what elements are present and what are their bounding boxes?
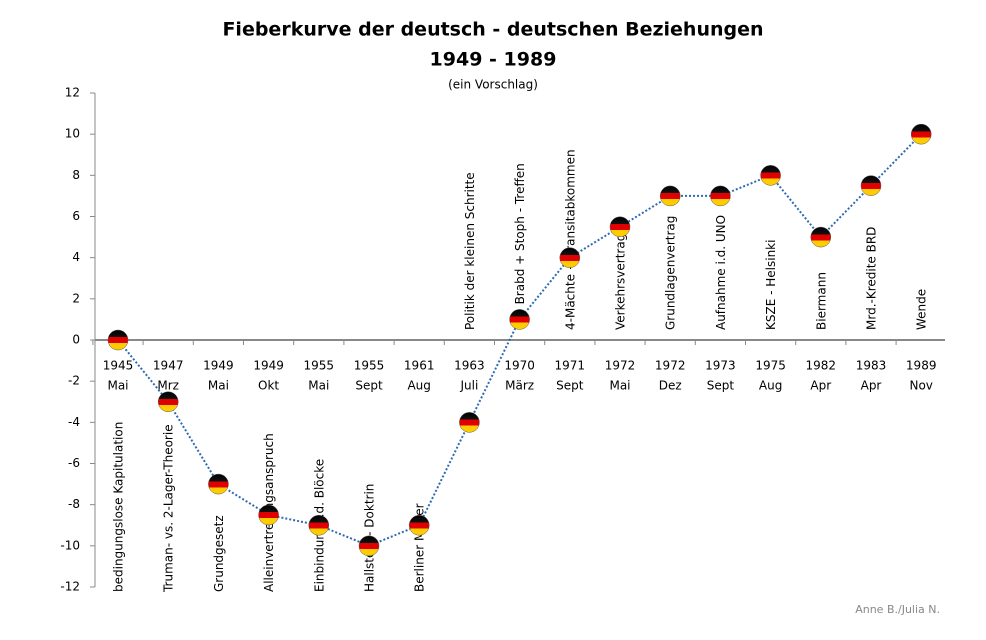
y-tick-label: 4 (72, 250, 80, 264)
x-tick-label: Sept (355, 379, 383, 393)
y-tick-label: -12 (60, 580, 80, 594)
x-tick-label: 1971 (555, 359, 586, 373)
annotation: Grundlagenvertrag (664, 216, 678, 330)
y-tick-label: -4 (68, 415, 80, 429)
x-tick-label: Aug (407, 379, 430, 393)
x-tick-label: 1955 (354, 359, 385, 373)
x-tick-label: Nov (909, 379, 932, 393)
x-tick-label: Mrz (157, 379, 179, 393)
data-point (408, 515, 430, 536)
annotation: 4-Mächte + Transitabkommen (563, 149, 577, 330)
credit: Anne B./Julia N. (855, 603, 940, 616)
y-tick-label: 12 (65, 86, 80, 100)
data-point (258, 504, 279, 526)
y-tick-label: 6 (72, 209, 80, 223)
annotation: bedingungslose Kapitulation (112, 422, 126, 592)
x-tick-label: 1945 (103, 359, 134, 373)
x-tick-label: 1949 (253, 359, 284, 373)
annotation: Wende (915, 289, 929, 330)
y-tick-label: 0 (72, 333, 80, 347)
x-tick-label: März (505, 379, 534, 393)
data-point (609, 216, 631, 238)
annotation: Mrd.-Kredite BRD (865, 227, 879, 330)
data-point (860, 175, 882, 196)
x-tick-label: Sept (556, 379, 584, 393)
data-point (810, 226, 832, 248)
x-tick-label: 1970 (504, 359, 535, 373)
chart-note: (ein Vorschlag) (448, 78, 538, 92)
x-tick-label: Dez (659, 379, 682, 393)
data-point (459, 412, 480, 433)
x-tick-label: Okt (258, 379, 279, 393)
chart-title: Fieberkurve der deutsch - deutschen Bezi… (222, 19, 763, 41)
data-point (910, 123, 932, 145)
annotation: Truman- vs. 2-Lager-Theorie (162, 424, 176, 593)
y-tick-label: -8 (68, 497, 80, 511)
x-tick-label: 1989 (906, 359, 937, 373)
x-tick-label: 1982 (806, 359, 837, 373)
y-tick-label: 2 (72, 291, 80, 305)
x-tick-label: 1955 (304, 359, 335, 373)
data-point (208, 473, 229, 495)
chart-subtitle: 1949 - 1989 (430, 49, 557, 71)
annotation: Politik der kleinen Schritte (463, 172, 477, 330)
x-tick-label: 1972 (605, 359, 636, 373)
data-point (659, 185, 681, 207)
x-tick-label: Juli (459, 379, 478, 393)
x-tick-label: Mai (107, 379, 128, 393)
data-point (358, 535, 380, 557)
data-point (760, 165, 781, 186)
x-tick-label: Mai (308, 379, 329, 393)
annotation: Brabd + Stoph - Treffen (513, 163, 527, 304)
data-line (117, 133, 922, 547)
y-tick-label: 8 (72, 168, 80, 182)
y-tick-label: -2 (68, 374, 80, 388)
x-tick-label: 1975 (755, 359, 786, 373)
x-tick-label: 1963 (454, 359, 485, 373)
data-point (710, 185, 731, 207)
x-tick-label: Mai (208, 379, 229, 393)
x-tick-label: 1947 (153, 359, 184, 373)
x-tick-label: Apr (810, 379, 831, 393)
x-tick-label: Mai (609, 379, 630, 393)
annotation: Grundgesetz (212, 515, 226, 592)
x-tick-label: 1961 (404, 359, 435, 373)
x-tick-label: 1973 (705, 359, 736, 373)
y-tick-label: -10 (60, 538, 80, 552)
x-tick-label: 1949 (203, 359, 234, 373)
data-point (559, 247, 581, 268)
annotation: Aufnahme i.d. UNO (714, 215, 728, 330)
x-tick-label: Sept (707, 379, 735, 393)
x-tick-label: 1972 (655, 359, 686, 373)
data-point (107, 329, 129, 351)
y-tick-label: -6 (68, 456, 80, 470)
annotation: Verkehrsvertrag (614, 234, 628, 330)
annotation: Biermann (814, 272, 828, 330)
x-tick-label: Apr (861, 379, 882, 393)
x-tick-label: 1983 (856, 359, 887, 373)
data-point (157, 391, 179, 412)
annotation: KSZE - Helsinki (764, 240, 778, 330)
data-point (509, 309, 530, 330)
y-tick-label: 10 (65, 127, 80, 141)
x-tick-label: Aug (759, 379, 782, 393)
data-point (308, 515, 330, 536)
